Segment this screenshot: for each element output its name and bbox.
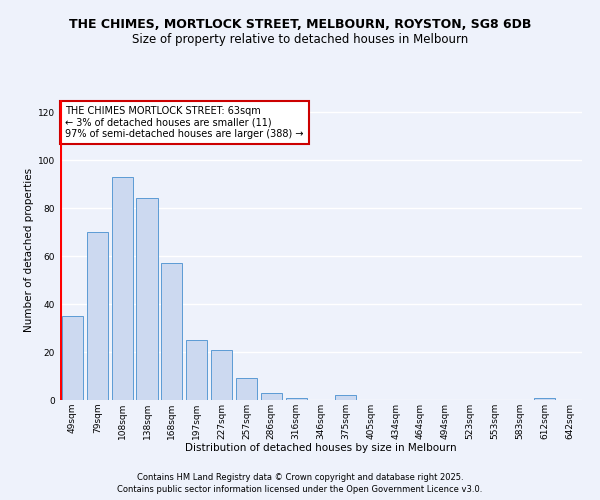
Bar (286, 398, 307, 400)
Text: Contains HM Land Registry data © Crown copyright and database right 2025.: Contains HM Land Registry data © Crown c… (137, 472, 463, 482)
Bar (136, 198, 158, 400)
Bar (335, 395, 356, 400)
Y-axis label: Number of detached properties: Number of detached properties (24, 168, 34, 332)
Bar (261, 393, 282, 400)
Text: Contains public sector information licensed under the Open Government Licence v3: Contains public sector information licen… (118, 485, 482, 494)
Bar (87, 232, 108, 400)
Bar (211, 350, 232, 400)
Bar (161, 263, 182, 400)
Bar (186, 340, 207, 400)
Text: THE CHIMES MORTLOCK STREET: 63sqm
← 3% of detached houses are smaller (11)
97% o: THE CHIMES MORTLOCK STREET: 63sqm ← 3% o… (65, 106, 304, 139)
Bar (534, 398, 555, 400)
Text: Size of property relative to detached houses in Melbourn: Size of property relative to detached ho… (132, 32, 468, 46)
Bar (62, 316, 83, 400)
Bar (236, 378, 257, 400)
Bar (112, 177, 133, 400)
X-axis label: Distribution of detached houses by size in Melbourn: Distribution of detached houses by size … (185, 444, 457, 454)
Text: THE CHIMES, MORTLOCK STREET, MELBOURN, ROYSTON, SG8 6DB: THE CHIMES, MORTLOCK STREET, MELBOURN, R… (69, 18, 531, 30)
